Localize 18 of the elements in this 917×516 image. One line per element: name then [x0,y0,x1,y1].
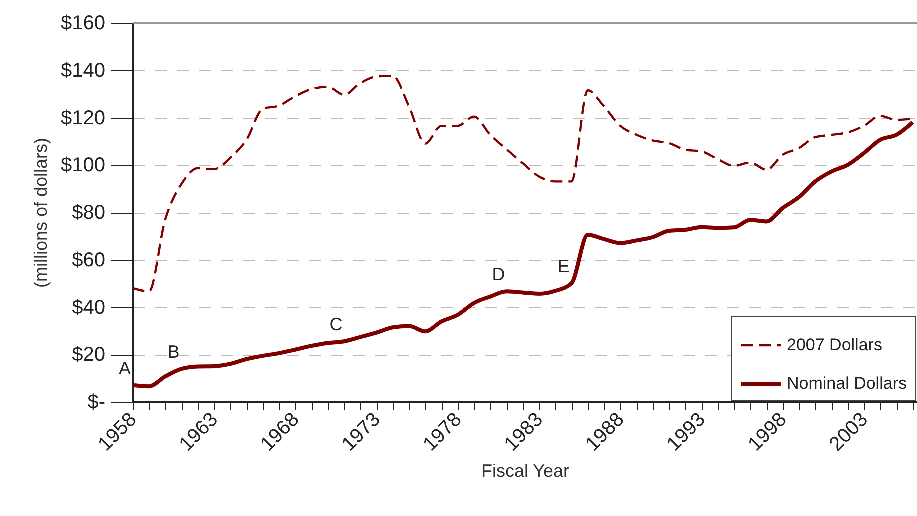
y-tick-label: $160 [61,12,106,34]
y-tick-label: $20 [72,344,106,366]
legend-label: Nominal Dollars [787,374,907,393]
y-tick-label: $80 [72,202,106,224]
y-tick-label: $100 [61,154,106,177]
y-tick-label: $60 [72,249,106,272]
x-axis-title: Fiscal Year [481,461,570,482]
legend-label: 2007 Dollars [787,336,882,354]
annotation: D [492,264,506,285]
y-tick-label: $120 [61,107,106,130]
y-tick-label: $40 [72,296,106,319]
y-tick-label: $140 [61,60,106,82]
annotation: B [168,342,180,362]
y-tick-label: $- [88,392,106,414]
annotation: E [558,256,570,277]
annotation: C [330,314,343,335]
annotation: A [118,358,132,378]
y-axis-title: (millions of dollars) [31,138,52,288]
